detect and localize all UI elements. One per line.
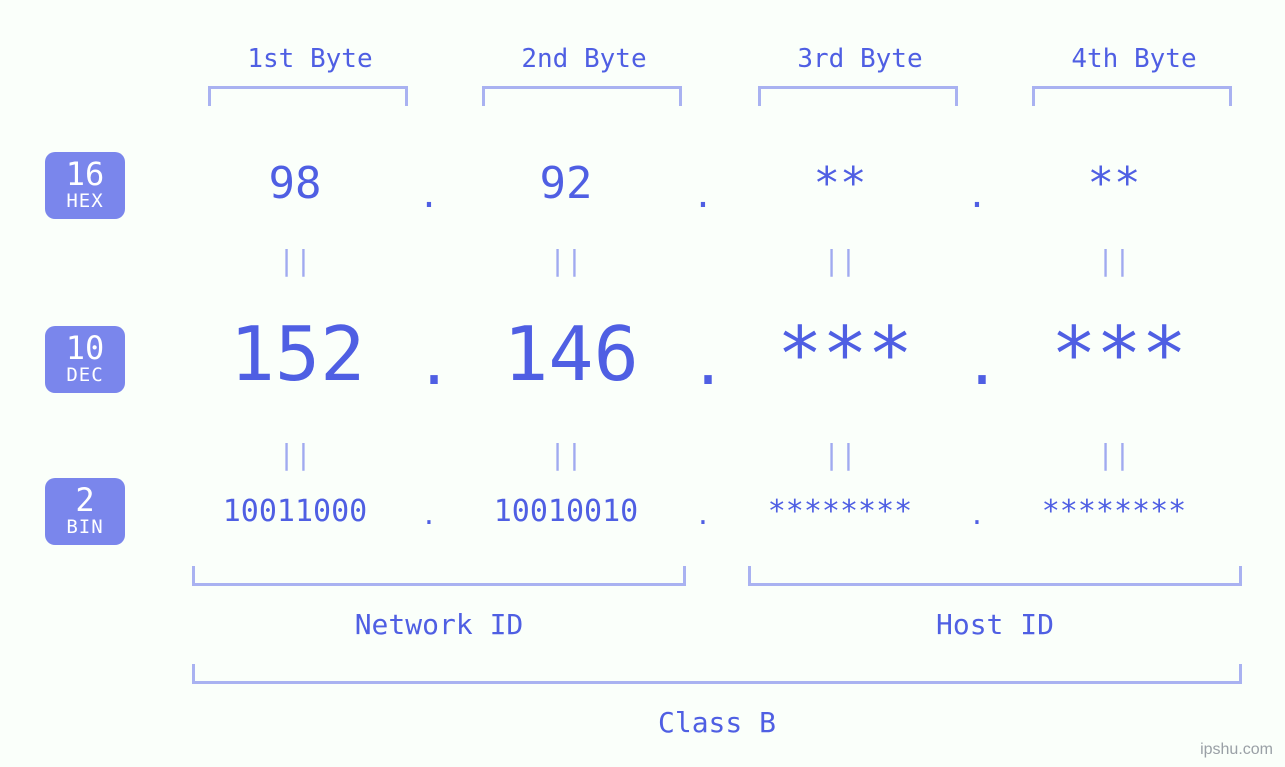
host-bracket bbox=[748, 566, 1242, 586]
dot: . bbox=[415, 329, 453, 399]
equals: || bbox=[448, 244, 684, 277]
class-label: Class B bbox=[192, 706, 1242, 739]
class-bracket bbox=[192, 664, 1242, 684]
byte-header-1: 1st Byte bbox=[195, 44, 425, 74]
dec-byte-3: *** bbox=[727, 310, 963, 398]
diagram-canvas: 1st Byte 2nd Byte 3rd Byte 4th Byte 16 H… bbox=[0, 0, 1285, 767]
byte-header-3: 3rd Byte bbox=[745, 44, 975, 74]
dot: . bbox=[410, 501, 448, 531]
dot: . bbox=[689, 329, 727, 399]
badge-label: BIN bbox=[45, 518, 125, 537]
top-bracket-1 bbox=[208, 86, 408, 106]
hex-byte-2: 92 bbox=[448, 158, 684, 209]
dec-byte-1: 152 bbox=[180, 310, 415, 398]
equals: || bbox=[180, 244, 410, 277]
host-id-label: Host ID bbox=[748, 608, 1242, 641]
hex-byte-4: ** bbox=[996, 158, 1232, 209]
dec-row: 152 . 146 . *** . *** bbox=[180, 310, 1250, 398]
byte-header-4: 4th Byte bbox=[1019, 44, 1249, 74]
bin-byte-2: 10010010 bbox=[448, 494, 684, 529]
top-bracket-2 bbox=[482, 86, 682, 106]
badge-label: DEC bbox=[45, 366, 125, 385]
equals-row-1: || || || || bbox=[180, 244, 1250, 277]
badge-label: HEX bbox=[45, 192, 125, 211]
badge-num: 16 bbox=[45, 158, 125, 190]
equals: || bbox=[722, 438, 958, 471]
hex-row: 98 . 92 . ** . ** bbox=[180, 158, 1250, 209]
network-bracket bbox=[192, 566, 686, 586]
equals-row-2: || || || || bbox=[180, 438, 1250, 471]
base-badge-hex: 16 HEX bbox=[45, 152, 125, 219]
equals: || bbox=[448, 438, 684, 471]
dot: . bbox=[684, 176, 722, 216]
badge-num: 10 bbox=[45, 332, 125, 364]
badge-num: 2 bbox=[45, 484, 125, 516]
top-bracket-3 bbox=[758, 86, 958, 106]
dec-byte-4: *** bbox=[1001, 310, 1237, 398]
equals: || bbox=[996, 438, 1232, 471]
equals: || bbox=[180, 438, 410, 471]
top-bracket-4 bbox=[1032, 86, 1232, 106]
network-id-label: Network ID bbox=[192, 608, 686, 641]
dec-byte-2: 146 bbox=[453, 310, 689, 398]
bin-byte-4: ******** bbox=[996, 494, 1232, 529]
dot: . bbox=[963, 329, 1001, 399]
base-badge-dec: 10 DEC bbox=[45, 326, 125, 393]
bin-byte-3: ******** bbox=[722, 494, 958, 529]
dot: . bbox=[410, 176, 448, 216]
hex-byte-1: 98 bbox=[180, 158, 410, 209]
dot: . bbox=[958, 176, 996, 216]
equals: || bbox=[722, 244, 958, 277]
bin-row: 10011000 . 10010010 . ******** . *******… bbox=[180, 494, 1250, 529]
bin-byte-1: 10011000 bbox=[180, 494, 410, 529]
equals: || bbox=[996, 244, 1232, 277]
hex-byte-3: ** bbox=[722, 158, 958, 209]
attribution: ipshu.com bbox=[1200, 741, 1273, 759]
base-badge-bin: 2 BIN bbox=[45, 478, 125, 545]
byte-header-2: 2nd Byte bbox=[469, 44, 699, 74]
dot: . bbox=[684, 501, 722, 531]
dot: . bbox=[958, 501, 996, 531]
